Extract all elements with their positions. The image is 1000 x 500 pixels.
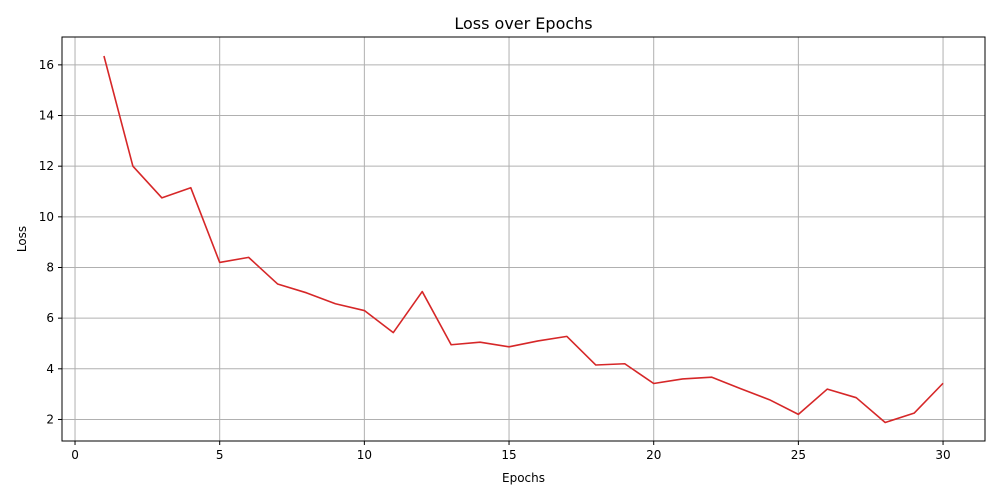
x-tick-label: 20 [646, 448, 661, 462]
chart-title: Loss over Epochs [454, 14, 592, 33]
x-tick-label: 30 [935, 448, 950, 462]
x-tick-label: 10 [357, 448, 372, 462]
y-axis-label: Loss [15, 226, 29, 252]
x-tick-label: 5 [216, 448, 224, 462]
x-tick-label: 25 [791, 448, 806, 462]
x-axis-label: Epochs [502, 471, 545, 485]
series-layer [103, 55, 944, 424]
grid-lines [62, 37, 985, 441]
axis-ticks: 0 5 10 15 20 25 30 2 4 6 8 10 12 14 16 [39, 58, 951, 462]
y-tick-label: 2 [46, 412, 54, 426]
y-tick-label: 10 [39, 210, 54, 224]
y-tick-label: 4 [46, 362, 54, 376]
x-tick-label: 15 [501, 448, 516, 462]
x-tick-label: 0 [71, 448, 79, 462]
y-tick-label: 6 [46, 311, 54, 325]
y-tick-label: 8 [46, 260, 54, 274]
y-tick-label: 14 [39, 109, 54, 123]
y-tick-label: 12 [39, 159, 54, 173]
plot-frame [61, 36, 986, 442]
loss-series-line [103, 55, 944, 424]
y-tick-label: 16 [39, 58, 54, 72]
